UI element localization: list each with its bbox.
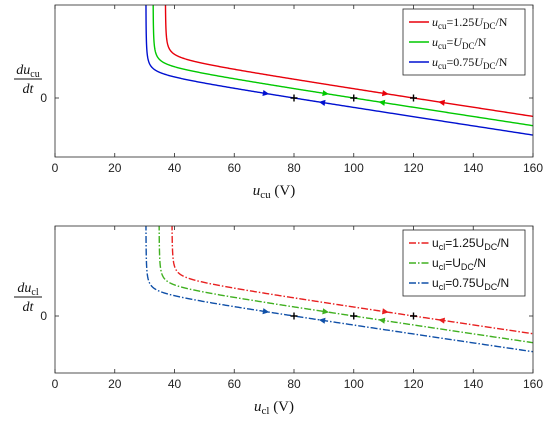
y-axis-label-numerator: ducl [17, 281, 38, 298]
direction-arrow-3-2 [318, 99, 326, 106]
x-tick-label: 40 [168, 161, 182, 175]
direction-arrow-3-2 [318, 317, 326, 324]
legend-entry: ucl=UDC/N [432, 256, 486, 272]
y-tick-label: 0 [40, 309, 47, 323]
series-line-3 [145, 5, 533, 136]
equilibrium-marker-2 [350, 312, 358, 320]
series-line-2 [152, 5, 533, 127]
equilibrium-marker-2 [350, 94, 358, 102]
direction-arrow-3-1 [262, 89, 270, 97]
x-tick-label: 100 [344, 377, 364, 391]
legend-entry: ucl=1.25UDC/N [432, 236, 509, 252]
x-tick-label: 120 [403, 161, 423, 175]
legend-entry: ucl=0.75UDC/N [432, 276, 509, 292]
legend-entry: ucu=UDC/N [432, 35, 487, 51]
y-axis-label-numerator: ducu [16, 63, 39, 80]
x-tick-label: 100 [344, 161, 364, 175]
direction-arrow-1-2 [438, 99, 446, 106]
x-tick-label: 80 [287, 161, 301, 175]
x-tick-label: 60 [228, 161, 242, 175]
chart-1: 0 20 40 60 80 100 120 140 160 0 ucu (V) ducu dt ucu=1… [14, 4, 543, 201]
x-tick-label: 20 [108, 377, 122, 391]
x-axis-label: ucl (V) [254, 399, 294, 417]
equilibrium-marker-3 [290, 94, 298, 102]
direction-arrow-3-1 [262, 308, 270, 315]
direction-arrow-2-2 [378, 99, 386, 106]
direction-arrow-2-1 [322, 308, 330, 315]
x-tick-label: 60 [228, 377, 242, 391]
direction-arrow-2-2 [378, 317, 386, 324]
y-tick-label: 0 [40, 91, 47, 105]
x-tick-label: 140 [463, 377, 483, 391]
series-line-1 [164, 5, 533, 118]
direction-arrow-1-2 [438, 317, 446, 324]
x-tick-label: 20 [108, 161, 122, 175]
x-tick-label: 0 [52, 161, 59, 175]
equilibrium-marker-3 [290, 312, 298, 320]
x-tick-label: 120 [403, 377, 423, 391]
direction-arrow-1-1 [381, 90, 389, 97]
x-tick-label: 80 [287, 377, 301, 391]
y-axis-label-denominator: dt [23, 300, 35, 315]
chart-2: 0 20 40 60 80 100 120 140 160 0 ucl (V) ducl dt ucl=1… [14, 225, 543, 417]
legend-entry: ucu=1.25UDC/N [432, 15, 508, 31]
x-tick-label: 0 [52, 377, 59, 391]
x-tick-label: 160 [523, 161, 543, 175]
series-line-2 [158, 226, 533, 344]
x-tick-label: 40 [168, 377, 182, 391]
legend-entry: ucu=0.75UDC/N [432, 55, 508, 71]
equilibrium-marker-1 [410, 312, 417, 320]
x-tick-label: 140 [463, 161, 483, 175]
series-line-1 [171, 226, 533, 335]
y-axis-label-denominator: dt [23, 82, 35, 97]
x-axis-label: ucu (V) [253, 183, 295, 201]
x-tick-label: 160 [523, 377, 543, 391]
direction-arrow-2-1 [322, 90, 330, 97]
equilibrium-marker-1 [410, 94, 417, 102]
direction-arrow-1-1 [381, 308, 389, 315]
